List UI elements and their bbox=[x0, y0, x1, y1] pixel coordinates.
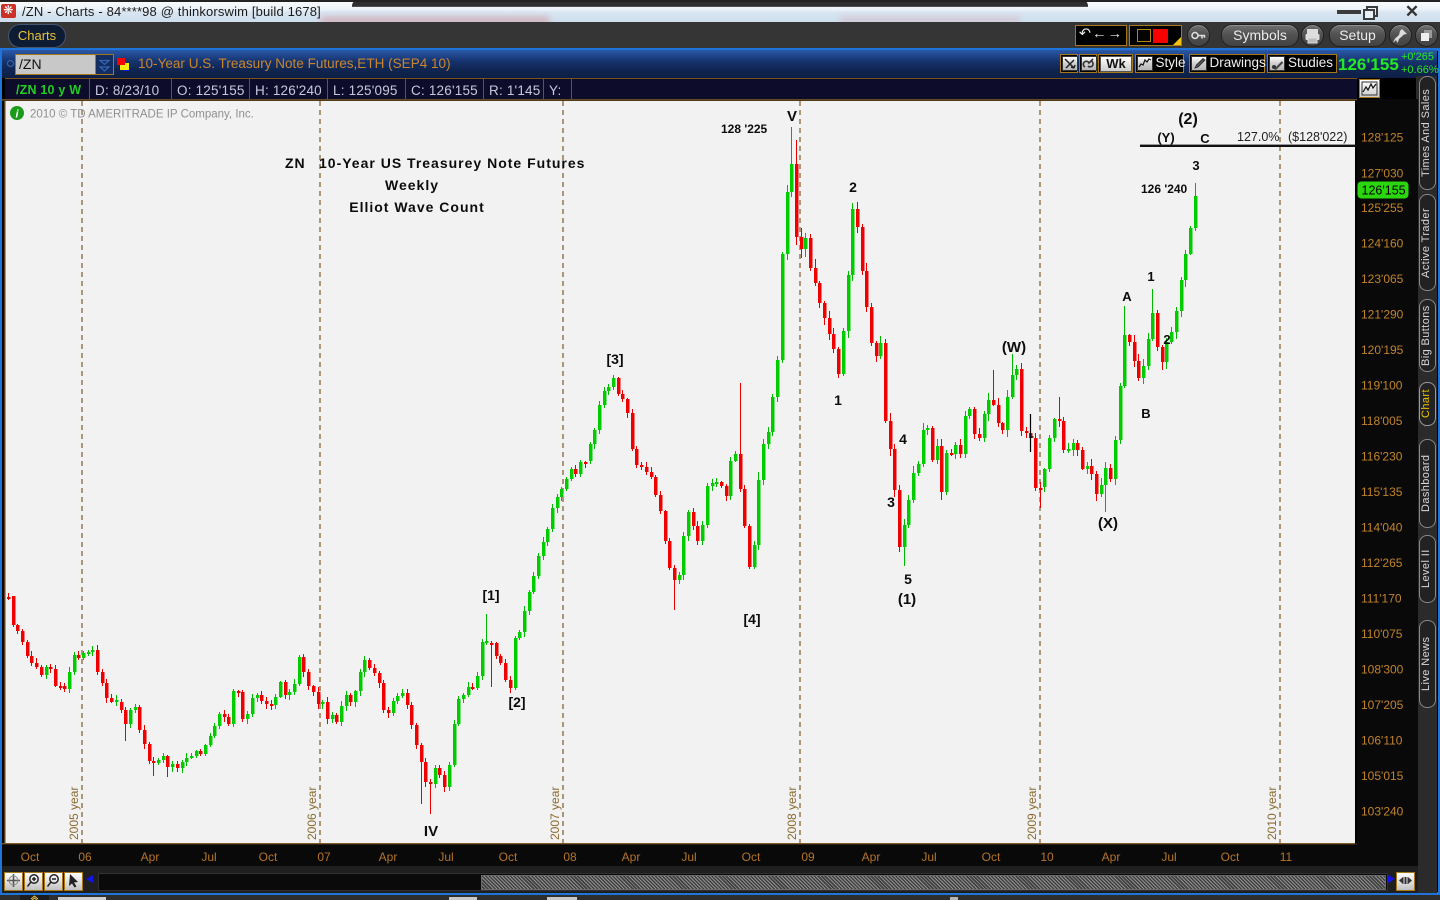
svg-text:10: 10 bbox=[1040, 850, 1054, 864]
svg-text:1: 1 bbox=[834, 392, 842, 408]
svg-text:ZN: ZN bbox=[285, 155, 306, 171]
svg-text:V: V bbox=[787, 108, 797, 125]
svg-text:Apr: Apr bbox=[622, 850, 641, 864]
svg-text:Oct: Oct bbox=[1221, 850, 1240, 864]
svg-text:Oct: Oct bbox=[259, 850, 278, 864]
svg-text:4: 4 bbox=[899, 431, 907, 447]
svg-text:06: 06 bbox=[78, 850, 92, 864]
svg-text:Oct: Oct bbox=[742, 850, 761, 864]
svg-text:A: A bbox=[1122, 289, 1132, 304]
svg-text:1: 1 bbox=[1147, 269, 1154, 284]
svg-text:(X): (X) bbox=[1098, 515, 1118, 532]
svg-text:10-Year US Treasurey Note Futu: 10-Year US Treasurey Note Futures bbox=[319, 155, 585, 171]
svg-text:108'300: 108'300 bbox=[1361, 663, 1404, 677]
svg-text:($128'022): ($128'022) bbox=[1288, 130, 1347, 144]
svg-text:110'075: 110'075 bbox=[1361, 627, 1403, 641]
svg-text:118'005: 118'005 bbox=[1361, 414, 1403, 428]
svg-text:[1]: [1] bbox=[482, 587, 499, 603]
svg-text:Oct: Oct bbox=[21, 850, 40, 864]
svg-text:2010 © TD AMERITRADE IP Compan: 2010 © TD AMERITRADE IP Company, Inc. bbox=[30, 109, 254, 121]
svg-text:119'100: 119'100 bbox=[1361, 379, 1403, 393]
svg-text:107'205: 107'205 bbox=[1361, 698, 1404, 712]
svg-text:(W): (W) bbox=[1002, 339, 1026, 356]
svg-text:126 '240: 126 '240 bbox=[1141, 182, 1188, 196]
svg-text:08: 08 bbox=[563, 850, 577, 864]
svg-text:Jul: Jul bbox=[681, 850, 696, 864]
svg-text:Jul: Jul bbox=[1161, 850, 1176, 864]
svg-text:IV: IV bbox=[424, 823, 438, 840]
svg-text:Oct: Oct bbox=[982, 850, 1001, 864]
svg-text:2007 year: 2007 year bbox=[548, 787, 562, 840]
svg-text:2006 year: 2006 year bbox=[305, 787, 319, 840]
svg-text:[4]: [4] bbox=[743, 611, 760, 627]
svg-text:126'155: 126'155 bbox=[1362, 184, 1406, 198]
svg-text:128'125: 128'125 bbox=[1361, 131, 1404, 145]
svg-text:5: 5 bbox=[904, 571, 912, 587]
svg-text:Jul: Jul bbox=[201, 850, 216, 864]
svg-text:120'195: 120'195 bbox=[1361, 343, 1404, 357]
svg-text:106'110: 106'110 bbox=[1361, 734, 1403, 748]
svg-text:09: 09 bbox=[801, 850, 815, 864]
svg-text:116'230: 116'230 bbox=[1361, 450, 1403, 464]
svg-text:114'040: 114'040 bbox=[1361, 521, 1403, 535]
svg-text:2010 year: 2010 year bbox=[1265, 787, 1279, 840]
svg-text:[2]: [2] bbox=[508, 694, 525, 710]
svg-text:2: 2 bbox=[849, 179, 857, 195]
svg-text:111'170: 111'170 bbox=[1361, 592, 1402, 606]
svg-text:125'255: 125'255 bbox=[1361, 201, 1404, 215]
svg-text:(Y): (Y) bbox=[1157, 130, 1174, 145]
svg-text:121'290: 121'290 bbox=[1361, 308, 1404, 322]
svg-text:2: 2 bbox=[1163, 332, 1170, 347]
svg-text:Weekly: Weekly bbox=[385, 177, 439, 193]
svg-text:128 '225: 128 '225 bbox=[721, 122, 768, 136]
svg-text:B: B bbox=[1141, 406, 1150, 421]
svg-text:Elliot Wave Count: Elliot Wave Count bbox=[349, 199, 484, 215]
svg-text:(2): (2) bbox=[1178, 111, 1198, 128]
svg-text:Apr: Apr bbox=[141, 850, 160, 864]
svg-text:Jul: Jul bbox=[438, 850, 453, 864]
svg-text:Apr: Apr bbox=[862, 850, 881, 864]
svg-text:127.0%: 127.0% bbox=[1237, 130, 1279, 144]
svg-text:3: 3 bbox=[1192, 158, 1199, 173]
svg-text:103'240: 103'240 bbox=[1361, 805, 1404, 819]
svg-text:123'065: 123'065 bbox=[1361, 272, 1404, 286]
svg-text:105'015: 105'015 bbox=[1361, 769, 1404, 783]
svg-text:2009 year: 2009 year bbox=[1025, 787, 1039, 840]
svg-text:07: 07 bbox=[317, 850, 331, 864]
svg-text:Oct: Oct bbox=[499, 850, 518, 864]
svg-text:Jul: Jul bbox=[921, 850, 936, 864]
svg-text:2008 year: 2008 year bbox=[785, 787, 799, 840]
svg-text:127'030: 127'030 bbox=[1361, 167, 1404, 181]
svg-text:i: i bbox=[15, 109, 19, 121]
svg-text:11: 11 bbox=[1280, 850, 1293, 864]
svg-text:Apr: Apr bbox=[379, 850, 398, 864]
svg-text:2005 year: 2005 year bbox=[67, 787, 81, 840]
svg-text:3: 3 bbox=[887, 494, 895, 510]
svg-text:124'160: 124'160 bbox=[1361, 237, 1404, 251]
svg-text:(1): (1) bbox=[898, 591, 916, 608]
svg-text:C: C bbox=[1200, 131, 1210, 146]
svg-text:112'265: 112'265 bbox=[1361, 556, 1403, 570]
svg-text:115'135: 115'135 bbox=[1361, 485, 1403, 499]
svg-text:[3]: [3] bbox=[606, 351, 623, 367]
svg-text:Apr: Apr bbox=[1102, 850, 1121, 864]
